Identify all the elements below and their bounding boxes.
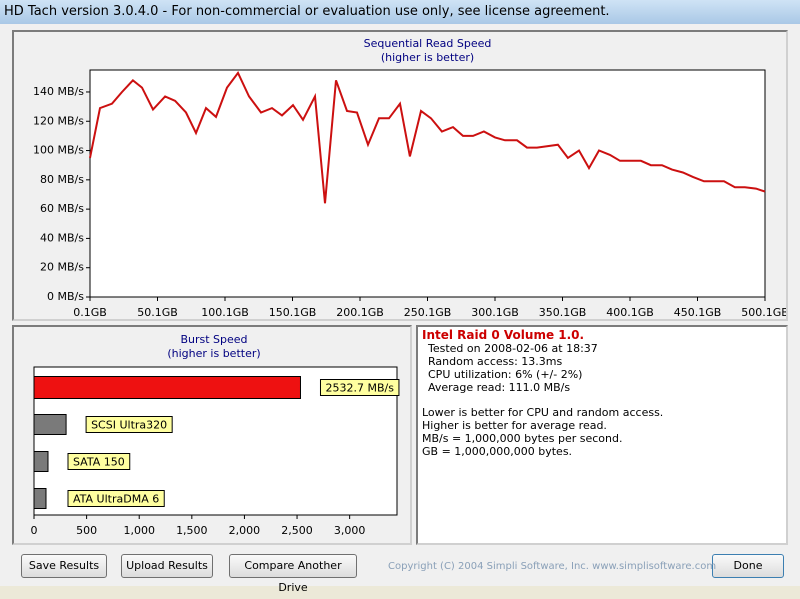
- x-tick-label: 3,000: [334, 524, 366, 537]
- burst-panel: Burst Speed (higher is better) 0 500 1,000 1,…: [12, 325, 412, 545]
- category-label: SCSI Ultra320: [91, 419, 167, 432]
- info-line: Average read: 111.0 MB/s: [428, 381, 571, 394]
- chart-subtitle: (higher is better): [167, 347, 260, 360]
- info-line: Random access: 13.3ms: [428, 355, 563, 368]
- y-tick-label: 60 MB/s: [40, 202, 84, 215]
- x-tick-label: 100.1GB: [201, 306, 249, 319]
- burst-chart: Burst Speed(higher is better) 0 500 1,000 1,…: [31, 333, 400, 537]
- read-line: [89, 70, 766, 204]
- y-tick-label: 120 MB/s: [33, 114, 84, 127]
- bar: [33, 414, 67, 435]
- x-tick-label: 200.1GB: [336, 306, 384, 319]
- read-panel: Sequential Read Speed (higher is better) 0…: [12, 30, 789, 321]
- info-panel: Intel Raid 0 Volume 1.0. Tested on 2008-…: [416, 325, 788, 545]
- x-tick-label: 2,500: [281, 524, 313, 537]
- y-tick-label: 140 MB/s: [33, 85, 84, 98]
- plot-area: [89, 69, 766, 298]
- info-details: Tested on 2008-02-06 at 18:37 Random acce…: [422, 342, 782, 394]
- info-line: CPU utilization: 6% (+/- 2%): [428, 368, 583, 381]
- spacer: [422, 394, 782, 406]
- y-tick-label: 100 MB/s: [33, 144, 84, 157]
- y-tick-label: 40 MB/s: [40, 231, 84, 244]
- info-notes: Lower is better for CPU and random acces…: [422, 406, 782, 458]
- read-chart: Sequential Read Speed(higher is better) 0…: [33, 37, 789, 319]
- category-label: SATA 150: [73, 456, 125, 469]
- info-line: Tested on 2008-02-06 at 18:37: [428, 342, 598, 355]
- chart-title: Burst Speed: [180, 333, 247, 346]
- label-box: [67, 453, 131, 470]
- x-tick-label: 500.1GB: [741, 306, 786, 319]
- label-box: [85, 416, 173, 433]
- chart-subtitle: (higher is better): [381, 51, 474, 64]
- bar: [33, 451, 49, 472]
- label-box: [319, 379, 400, 396]
- info-line: GB = 1,000,000,000 bytes.: [422, 445, 573, 458]
- chart-title: Sequential Read Speed: [364, 37, 492, 50]
- bar: [33, 488, 47, 509]
- bar: [33, 376, 301, 399]
- y-tick-label: 20 MB/s: [40, 261, 84, 274]
- x-tick-label: 150.1GB: [269, 306, 317, 319]
- x-tick-label: 0: [31, 524, 38, 537]
- info-title: Intel Raid 0 Volume 1.0.: [422, 328, 585, 342]
- x-tick-label: 350.1GB: [539, 306, 587, 319]
- x-tick-label: 0.1GB: [73, 306, 107, 319]
- y-tick-label: 80 MB/s: [40, 173, 84, 186]
- x-tick-label: 500: [76, 524, 97, 537]
- x-tick-label: 450.1GB: [674, 306, 722, 319]
- x-tick-label: 300.1GB: [471, 306, 519, 319]
- x-tick-label: 1,000: [123, 524, 155, 537]
- y-tick-label: 0 MB/s: [47, 290, 84, 303]
- x-tick-label: 50.1GB: [137, 306, 178, 319]
- x-tick-label: 1,500: [176, 524, 208, 537]
- category-label: ATA UltraDMA 6: [73, 493, 159, 506]
- label-box: [67, 490, 165, 507]
- x-tick-label: 2,000: [229, 524, 261, 537]
- x-tick-label: 400.1GB: [606, 306, 654, 319]
- value-label: 2532.7 MB/s: [325, 382, 394, 395]
- upload-button[interactable]: Upload Results: [121, 554, 213, 578]
- x-tick-label: 250.1GB: [404, 306, 452, 319]
- compare-button[interactable]: Compare Another Drive: [229, 554, 357, 594]
- done-button[interactable]: Done: [712, 554, 784, 578]
- save-button[interactable]: Save Results: [21, 554, 107, 578]
- info-line: Higher is better for average read.: [422, 419, 607, 432]
- info-line: MB/s = 1,000,000 bytes per second.: [422, 432, 623, 445]
- window-title: HD Tach version 3.0.4.0 - For non-commer…: [0, 0, 800, 24]
- info-line: Lower is better for CPU and random acces…: [422, 406, 664, 419]
- copyright: Copyright (C) 2004 Simpli Software, Inc.…: [388, 561, 717, 572]
